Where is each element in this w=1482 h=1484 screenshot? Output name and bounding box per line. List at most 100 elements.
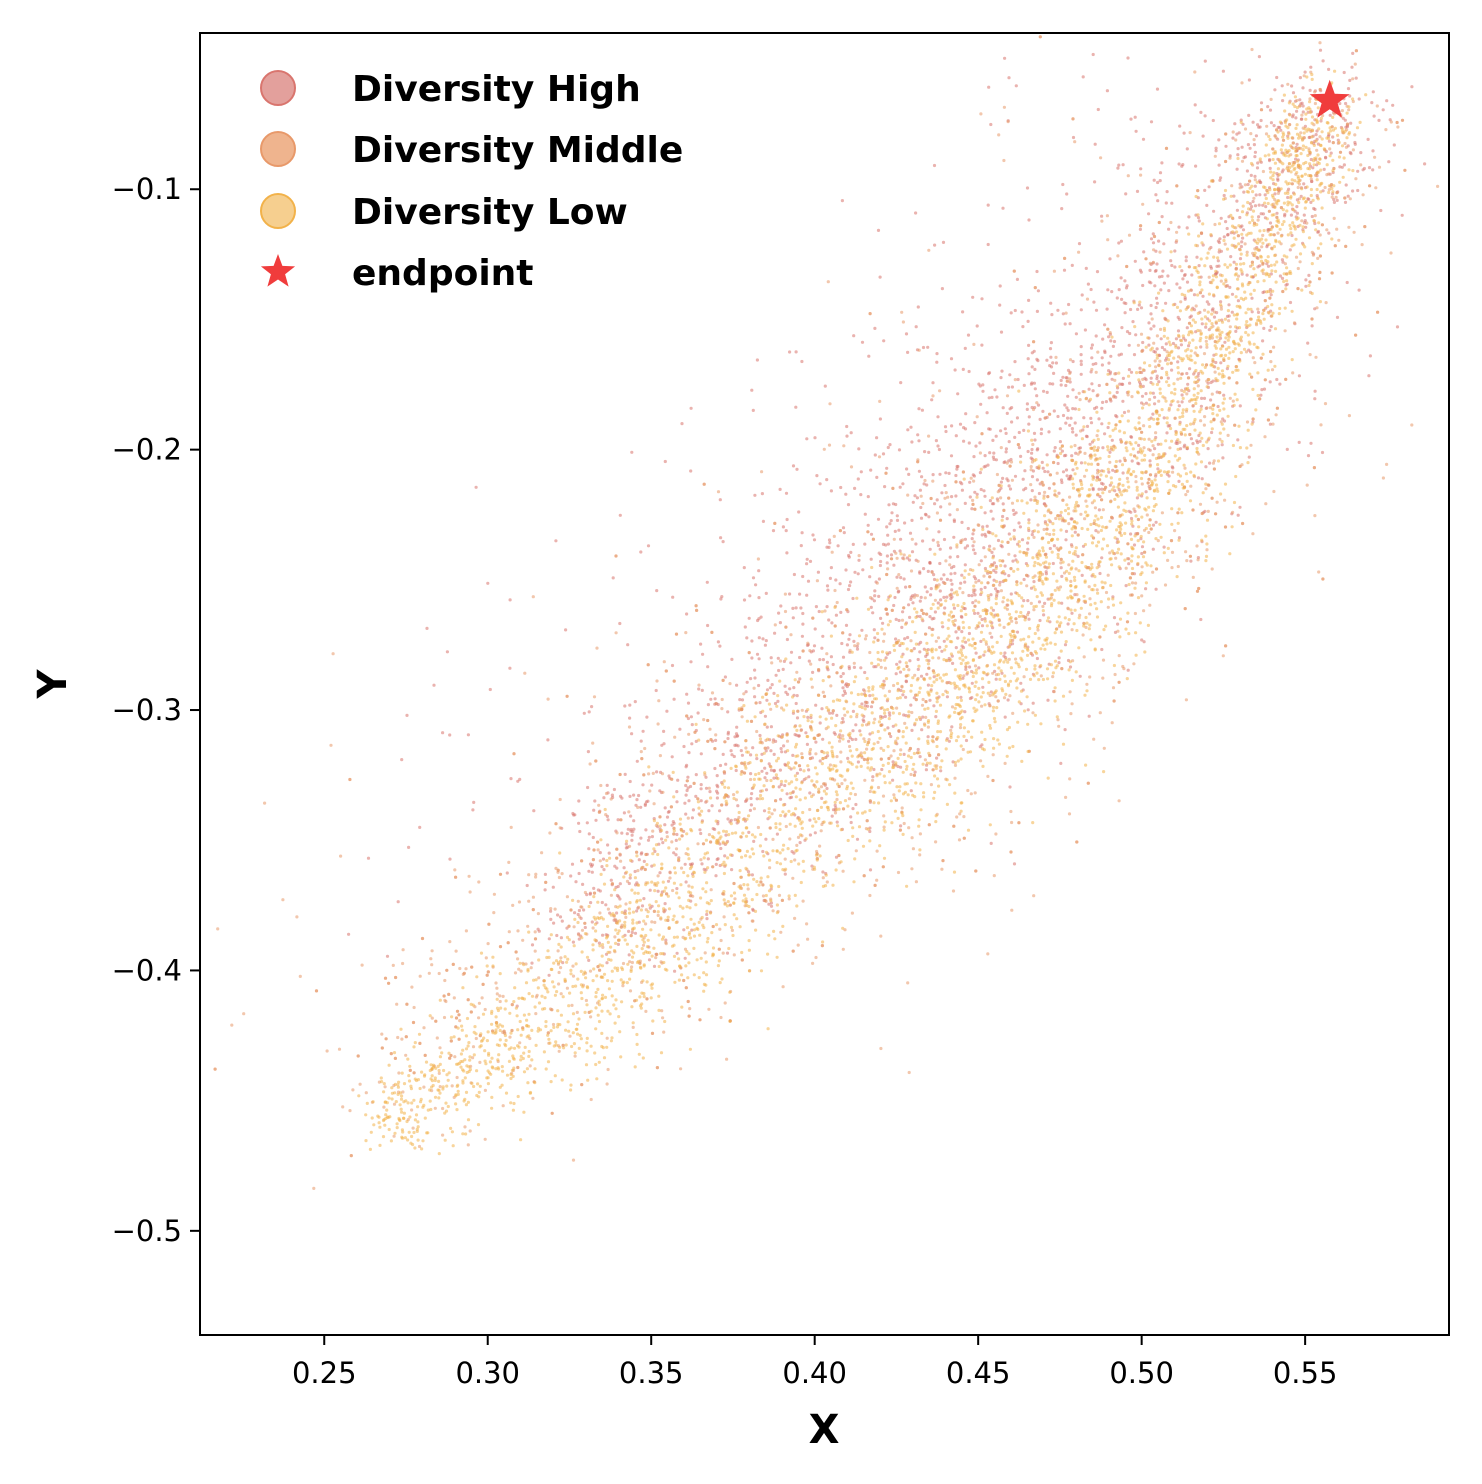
scatter-point: [937, 784, 941, 788]
scatter-point: [591, 858, 596, 862]
scatter-point: [637, 793, 641, 798]
scatter-point: [1261, 203, 1265, 207]
scatter-point: [705, 917, 709, 921]
scatter-point: [1286, 233, 1290, 237]
scatter-point: [567, 924, 571, 928]
scatter-point: [1060, 667, 1064, 671]
scatter-point: [1400, 118, 1405, 122]
scatter-point: [433, 1076, 437, 1080]
scatter-point: [1279, 206, 1283, 210]
scatter-point: [575, 1010, 579, 1015]
scatter-point: [1180, 388, 1184, 392]
scatter-point: [1151, 260, 1155, 264]
scatter-point: [1322, 167, 1326, 171]
scatter-point: [1129, 435, 1134, 439]
scatter-point: [1010, 908, 1014, 912]
scatter-point: [879, 934, 883, 938]
scatter-point: [1140, 482, 1144, 486]
scatter-point: [613, 917, 617, 921]
scatter-point: [1205, 345, 1209, 349]
scatter-point: [1011, 711, 1015, 716]
scatter-point: [994, 458, 999, 462]
scatter-point: [794, 701, 798, 706]
scatter-point: [1056, 414, 1060, 419]
scatter-point: [1315, 148, 1319, 152]
scatter-point: [1173, 416, 1177, 420]
scatter-point: [1275, 211, 1279, 215]
scatter-point: [685, 788, 689, 793]
scatter-point: [1228, 325, 1232, 329]
scatter-point: [908, 585, 912, 589]
scatter-point: [1269, 97, 1273, 101]
scatter-point: [1296, 287, 1300, 291]
scatter-point: [1175, 230, 1179, 234]
scatter-point: [1078, 398, 1082, 402]
scatter-point: [424, 1060, 429, 1064]
scatter-point: [721, 678, 725, 683]
scatter-point: [1338, 165, 1342, 169]
scatter-point: [971, 532, 975, 536]
scatter-point: [962, 815, 966, 819]
scatter-point: [487, 922, 491, 926]
scatter-point: [1133, 115, 1137, 119]
scatter-point: [1134, 474, 1138, 479]
scatter-point: [725, 951, 730, 955]
scatter-point: [1238, 182, 1242, 186]
scatter-point: [534, 872, 538, 876]
scatter-point: [977, 382, 981, 386]
scatter-point: [943, 483, 947, 488]
scatter-point: [593, 799, 597, 803]
scatter-point: [577, 937, 581, 941]
scatter-point: [665, 892, 669, 896]
scatter-point: [876, 517, 881, 521]
scatter-point: [699, 799, 703, 803]
scatter-point: [1342, 163, 1346, 167]
scatter-point: [1196, 189, 1200, 193]
scatter-point: [687, 898, 691, 903]
scatter-point: [1224, 336, 1228, 340]
scatter-point: [1107, 369, 1111, 373]
scatter-point: [498, 999, 502, 1004]
scatter-point: [1100, 422, 1104, 426]
scatter-point: [841, 734, 845, 738]
scatter-point: [625, 832, 629, 836]
scatter-point: [1011, 559, 1015, 563]
scatter-point: [1111, 468, 1115, 472]
scatter-point: [1052, 482, 1056, 486]
scatter-point: [798, 592, 802, 596]
scatter-point: [1170, 566, 1174, 570]
scatter-point: [615, 866, 619, 870]
scatter-point: [716, 640, 721, 644]
scatter-point: [978, 471, 983, 475]
scatter-point: [998, 284, 1002, 288]
scatter-point: [1218, 336, 1223, 340]
scatter-point: [670, 823, 674, 827]
scatter-point: [914, 880, 919, 884]
scatter-point: [937, 447, 942, 452]
scatter-point: [1123, 279, 1127, 283]
scatter-point: [830, 621, 834, 625]
scatter-point: [857, 558, 861, 562]
scatter-point: [995, 395, 999, 399]
scatter-point: [815, 474, 819, 478]
scatter-point: [684, 880, 688, 884]
scatter-point: [462, 971, 466, 975]
scatter-point: [886, 567, 890, 571]
scatter-point: [486, 581, 490, 585]
scatter-point: [720, 595, 724, 599]
scatter-point: [1233, 122, 1237, 126]
scatter-point: [814, 703, 818, 707]
scatter-point: [948, 593, 952, 597]
scatter-point: [554, 539, 558, 543]
scatter-point: [910, 550, 915, 554]
scatter-point: [760, 769, 764, 773]
scatter-point: [685, 779, 689, 783]
scatter-point: [755, 892, 759, 897]
scatter-point: [1155, 301, 1159, 305]
scatter-point: [1284, 283, 1288, 287]
scatter-point: [1083, 474, 1087, 478]
scatter-point: [517, 967, 521, 971]
scatter-point: [1410, 423, 1414, 427]
scatter-point: [769, 707, 773, 711]
scatter-point: [709, 796, 713, 800]
